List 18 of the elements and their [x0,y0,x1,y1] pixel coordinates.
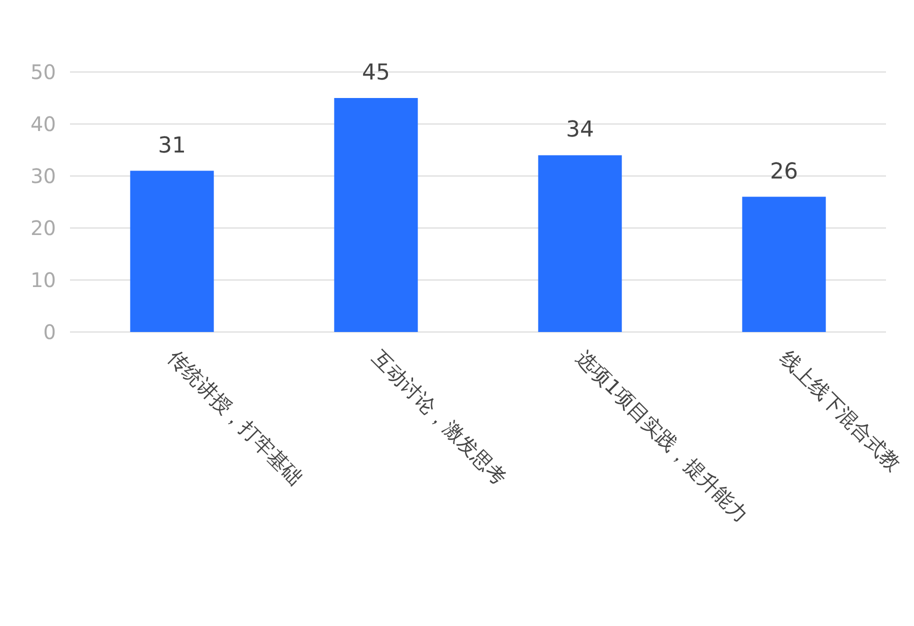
y-tick-label: 0 [43,320,56,344]
y-tick-label: 30 [30,164,56,188]
x-tick-label: 互动讨论，激发思考 [368,346,512,490]
data-label: 31 [158,133,186,158]
x-tick-label: 线上线下混合式教 [776,346,906,476]
data-label: 34 [566,118,594,143]
data-label: 26 [770,159,798,184]
y-tick-label: 40 [30,112,56,136]
x-tick-label: 选项1项目实践，提升能力 [572,346,754,528]
bar [334,98,418,332]
y-tick-label: 50 [30,60,56,84]
bar [538,155,622,332]
y-tick-label: 10 [30,268,56,292]
y-tick-label: 20 [30,216,56,240]
bar [742,196,826,332]
bar [130,170,214,332]
x-tick-label: 传统讲授，打牢基础 [164,346,308,490]
data-label: 45 [362,60,390,86]
